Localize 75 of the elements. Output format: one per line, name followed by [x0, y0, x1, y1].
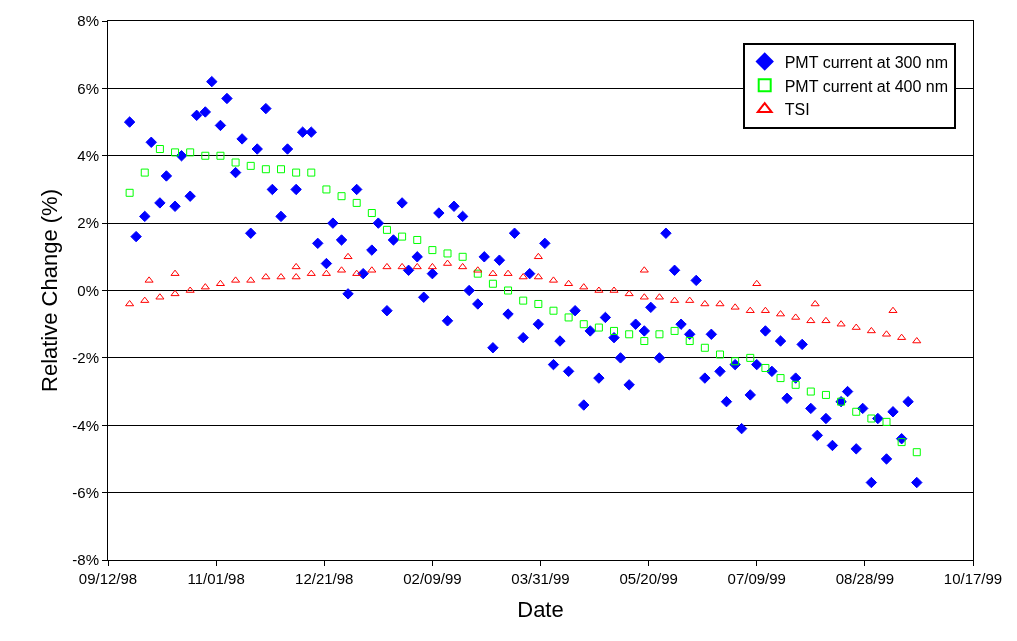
point [292, 168, 301, 177]
point [579, 320, 588, 329]
point [867, 414, 876, 423]
point [912, 448, 921, 457]
point [746, 353, 755, 362]
point [140, 168, 149, 177]
point [731, 357, 740, 366]
point [594, 323, 603, 332]
point [216, 151, 225, 160]
x-tick-label: 08/28/99 [835, 570, 895, 587]
point [458, 252, 467, 261]
x-tick-label: 12/21/98 [295, 570, 354, 587]
point [277, 165, 285, 174]
point [125, 188, 134, 197]
point [852, 407, 861, 416]
y-tick-label: -4% [72, 416, 99, 434]
y-tick-label: 0% [77, 281, 99, 299]
point [352, 198, 361, 207]
y-tick-label: 2% [77, 214, 99, 232]
point [625, 330, 634, 339]
y-tick-label: 8% [77, 12, 99, 30]
point [806, 387, 815, 396]
x-tick-label: 10/17/99 [943, 570, 1003, 587]
x-tick-label: 09/12/98 [78, 570, 138, 587]
point [882, 417, 891, 426]
x-tick-label: 07/09/99 [727, 570, 786, 587]
point [655, 330, 664, 339]
y-tick-label: -6% [72, 483, 99, 501]
point [715, 350, 724, 359]
point [488, 279, 497, 288]
point [549, 306, 558, 315]
y-tick-label: -8% [72, 551, 99, 569]
point [337, 192, 346, 201]
x-tick-label: 05/20/99 [619, 570, 678, 587]
point [519, 296, 528, 305]
point [473, 269, 482, 278]
legend-label: TSI [784, 101, 810, 119]
point [685, 337, 694, 346]
point [171, 148, 180, 157]
legend-label: PMT current at 300 nm [784, 53, 949, 71]
point [261, 165, 270, 174]
point [700, 343, 709, 352]
point [791, 380, 800, 389]
point [776, 374, 785, 383]
point [186, 148, 195, 157]
point [201, 151, 210, 160]
point [382, 225, 391, 234]
point [155, 145, 164, 154]
x-tick-label: 11/01/98 [187, 570, 245, 587]
point [231, 158, 240, 167]
point [897, 438, 906, 447]
point [610, 326, 619, 335]
y-tick-label: -2% [72, 349, 99, 367]
x-axis-title: Date [517, 596, 564, 622]
point [443, 249, 452, 258]
x-tick-label: 03/31/99 [511, 570, 570, 587]
point [428, 246, 437, 255]
point [821, 390, 830, 399]
point [246, 161, 255, 170]
point [322, 185, 331, 194]
point [761, 363, 770, 372]
point [670, 326, 679, 335]
point [534, 299, 543, 308]
point [504, 286, 513, 295]
point [564, 313, 573, 322]
point [640, 337, 649, 346]
x-tick-label: 02/09/99 [403, 570, 462, 587]
y-tick-label: 4% [77, 147, 99, 164]
point [307, 168, 316, 177]
point [413, 235, 422, 244]
y-tick-label: 6% [77, 79, 99, 97]
point [367, 209, 376, 218]
point [398, 232, 407, 241]
y-axis-title: Relative Change (%) [37, 189, 63, 392]
legend-label: PMT current at 400 nm [784, 77, 949, 95]
